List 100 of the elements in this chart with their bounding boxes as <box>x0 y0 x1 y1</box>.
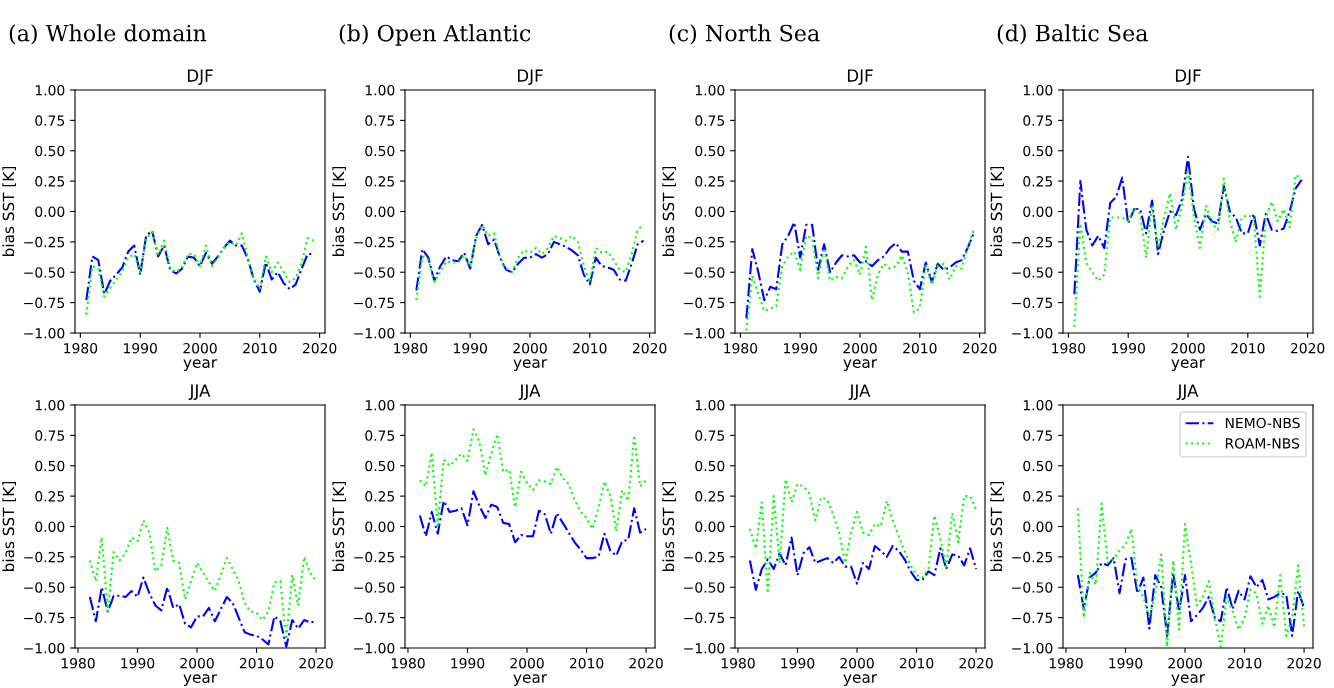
x-tick-label: 2010 <box>239 657 274 669</box>
y-axis-title: bias SST [K] <box>662 166 676 256</box>
x-tick-label: 2000 <box>183 342 217 354</box>
y-tick-label: −0.25 <box>684 551 725 563</box>
text: (c) North Sea <box>669 24 820 45</box>
x-tick-label: 2000 <box>843 342 877 354</box>
y-tick-label: 0.50 <box>35 145 65 157</box>
y-tick-label: 1.00 <box>1023 84 1053 96</box>
y-tick-label: 0.50 <box>1023 460 1053 472</box>
legend-label: ROAM-NBS <box>1225 438 1300 449</box>
y-tick-label: −1.00 <box>684 327 725 339</box>
x-tick-label: 2010 <box>903 342 937 354</box>
y-tick-label: −1.00 <box>24 327 65 339</box>
y-tick-label: −0.50 <box>24 267 65 278</box>
x-axis-title: year <box>513 674 548 686</box>
x-tick-label: 2020 <box>299 657 333 669</box>
line-series <box>748 478 978 595</box>
line-series <box>748 536 978 591</box>
y-tick-label: 0.75 <box>695 115 725 126</box>
y-tick-label: 0.50 <box>35 460 65 472</box>
y-tick-label: −1.00 <box>354 327 395 339</box>
y-tick-label: −0.75 <box>24 297 65 309</box>
y-tick-label: −0.25 <box>24 551 65 563</box>
x-tick-label: 2010 <box>569 657 604 669</box>
x-axis-title: year <box>1171 359 1206 371</box>
y-tick-label: −0.50 <box>684 267 725 278</box>
y-tick-label: 0.25 <box>35 491 65 502</box>
line-series <box>1076 502 1306 648</box>
y-tick-label: 0.50 <box>365 460 395 472</box>
x-tick-label: 1990 <box>451 657 485 669</box>
x-tick-label: 2010 <box>573 342 607 354</box>
x-tick-label: 2020 <box>632 342 667 354</box>
x-tick-label: 1990 <box>121 657 155 669</box>
y-tick-label: −1.00 <box>24 642 65 654</box>
x-tick-label: 2000 <box>510 657 544 669</box>
y-tick-label: −0.50 <box>354 582 395 593</box>
y-tick-label: 0.50 <box>695 145 725 157</box>
y-tick-label: 1.00 <box>365 399 395 411</box>
x-axis-title: year <box>183 674 218 686</box>
x-axis-title: year <box>183 359 218 371</box>
y-tick-label: 0.25 <box>365 491 395 502</box>
x-tick-label: 2020 <box>302 342 337 354</box>
x-tick-label: 1990 <box>1109 657 1143 669</box>
chart-title: DJF <box>187 69 213 85</box>
x-tick-label: 1980 <box>64 342 98 354</box>
y-tick-label: 0.25 <box>365 176 395 187</box>
x-axis-title: year <box>843 359 878 371</box>
y-tick-label: 0.25 <box>695 176 725 187</box>
y-tick-label: 0.75 <box>695 430 725 441</box>
x-tick-label: 2010 <box>243 342 277 354</box>
y-tick-label: 0.75 <box>365 430 395 441</box>
y-axis-title: bias SST [K] <box>662 481 676 571</box>
y-tick-label: 1.00 <box>35 399 65 411</box>
y-tick-label: −0.50 <box>354 267 395 278</box>
x-tick-label: 2010 <box>899 657 934 669</box>
y-axis-title: bias SST [K] <box>332 481 346 571</box>
x-tick-label: 1990 <box>781 657 815 669</box>
x-tick-label: 1980 <box>1052 342 1086 354</box>
x-tick-label: 1980 <box>391 657 425 669</box>
y-tick-label: −0.75 <box>684 612 725 624</box>
line-series <box>745 228 975 332</box>
chart-title: JJA <box>848 384 871 400</box>
y-tick-label: −0.50 <box>684 582 725 593</box>
y-tick-label: 0.00 <box>1023 206 1053 217</box>
y-tick-label: 0.50 <box>365 145 395 157</box>
chart-title: DJF <box>1175 69 1201 85</box>
y-tick-label: 0.25 <box>35 176 65 187</box>
x-tick-label: 2010 <box>1231 342 1265 354</box>
y-tick-label: 0.50 <box>1023 145 1053 157</box>
y-tick-label: −0.25 <box>354 236 395 248</box>
y-axis-title: bias SST [K] <box>990 166 1004 256</box>
line-series <box>418 490 648 560</box>
y-tick-label: 0.75 <box>365 115 395 126</box>
text: (a) Whole domain <box>9 24 207 45</box>
y-tick-label: 1.00 <box>365 84 395 96</box>
y-tick-label: 0.00 <box>1023 521 1053 532</box>
x-tick-label: 2020 <box>962 342 997 354</box>
x-tick-label: 1980 <box>724 342 758 354</box>
legend-label: NEMO-NBS <box>1225 417 1300 429</box>
x-tick-label: 2020 <box>1290 342 1325 354</box>
y-tick-label: 0.25 <box>1023 491 1053 502</box>
y-tick-label: −0.75 <box>1012 297 1053 309</box>
y-axis-title: bias SST [K] <box>990 481 1004 571</box>
x-tick-label: 2000 <box>1168 657 1202 669</box>
y-tick-label: 1.00 <box>35 84 65 96</box>
x-tick-label: 2000 <box>513 342 547 354</box>
x-tick-label: 1990 <box>454 342 487 354</box>
x-tick-label: 1990 <box>124 342 157 354</box>
x-tick-label: 2000 <box>180 657 214 669</box>
y-tick-label: −0.50 <box>24 582 65 593</box>
y-tick-label: −0.25 <box>354 551 395 563</box>
y-tick-label: 0.75 <box>35 115 65 126</box>
y-tick-label: 0.00 <box>35 521 65 532</box>
x-tick-label: 1980 <box>721 657 755 669</box>
x-tick-label: 2000 <box>1171 342 1205 354</box>
x-tick-label: 1980 <box>1049 657 1083 669</box>
y-tick-label: −0.25 <box>1012 551 1053 563</box>
line-series <box>85 231 315 316</box>
y-tick-label: −1.00 <box>1012 642 1053 654</box>
line-series <box>1076 557 1306 637</box>
